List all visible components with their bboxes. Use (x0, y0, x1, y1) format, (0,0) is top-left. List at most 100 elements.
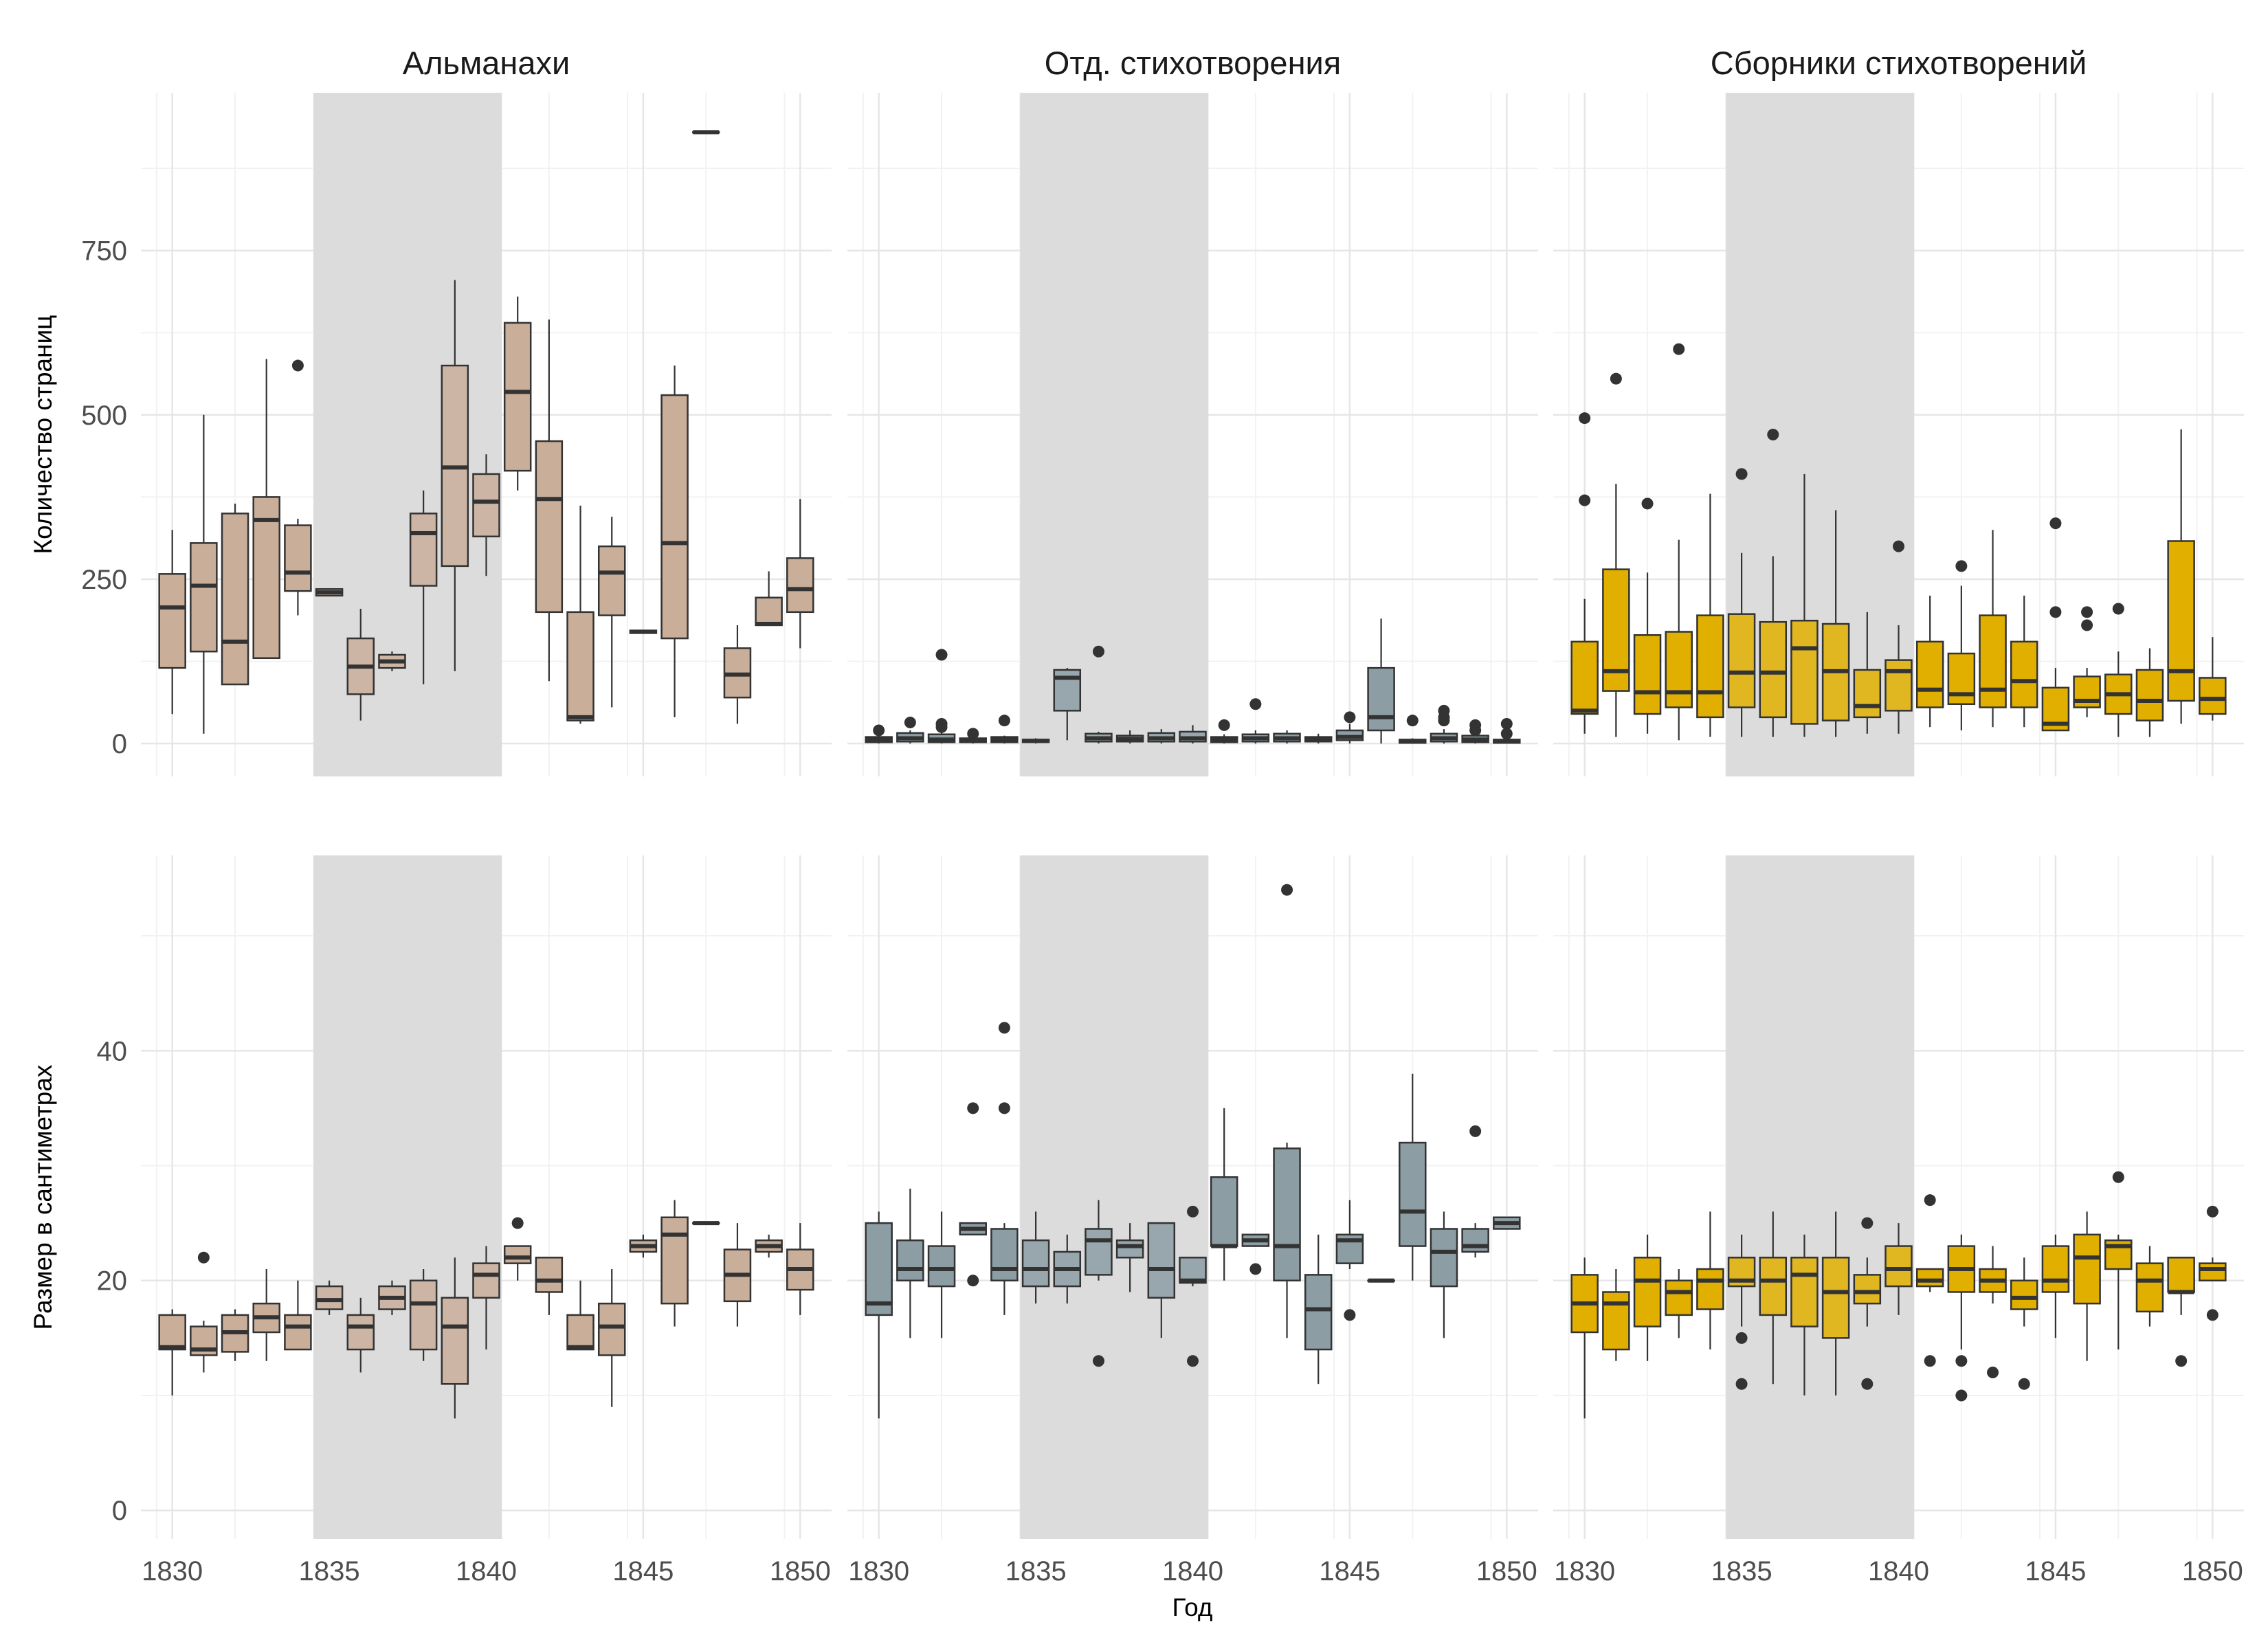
box-1832 (927, 1211, 956, 1338)
box-iqr (1633, 1257, 1662, 1327)
box-1842 (535, 319, 564, 682)
box-iqr (472, 473, 500, 538)
box-1846 (660, 1200, 689, 1327)
box-iqr (158, 573, 186, 669)
outlier-point (873, 724, 885, 737)
box-iqr (346, 1314, 375, 1351)
box-1837 (1085, 645, 1113, 744)
box-1846 (660, 366, 689, 717)
box-1835 (1021, 738, 1050, 744)
outlier-point (1987, 1367, 1999, 1379)
box-1841 (1210, 1108, 1238, 1281)
box-1850 (786, 499, 814, 649)
box-iqr (660, 1216, 689, 1305)
box-1839 (1853, 1217, 1882, 1390)
x-tick-label: 1830 (1554, 1556, 1615, 1586)
box-1845 (629, 1234, 658, 1258)
box-1849 (2167, 1257, 2195, 1367)
box-1841 (1210, 719, 1238, 744)
box-1839 (1147, 1222, 1176, 1338)
box-iqr (1790, 1257, 1819, 1327)
box-1842 (1947, 1234, 1976, 1402)
box-1831 (190, 1251, 218, 1373)
box-iqr (1821, 1257, 1850, 1339)
box-1850 (2199, 637, 2227, 721)
box-iqr (990, 1228, 1019, 1281)
box-iqr (2167, 1257, 2195, 1293)
box-iqr (1147, 1222, 1176, 1299)
box-1830 (1570, 1257, 1599, 1419)
box-iqr (1115, 1239, 1144, 1259)
box-1843 (1979, 1246, 2007, 1379)
box-1832 (927, 649, 956, 744)
box-1839 (441, 280, 469, 671)
outlier-point (197, 1251, 210, 1264)
box-1847 (1399, 1073, 1427, 1281)
box-1849 (755, 1234, 783, 1258)
box-1834 (284, 359, 312, 616)
box-1834 (1696, 493, 1724, 737)
box-1838 (409, 490, 438, 685)
box-1847 (692, 130, 720, 135)
box-1844 (597, 517, 626, 708)
box-1831 (1602, 1269, 1630, 1361)
y-tick-label: 500 (81, 401, 127, 431)
x-tick-label: 1835 (299, 1556, 360, 1586)
box-iqr (1885, 1245, 1913, 1288)
box-iqr (1367, 666, 1395, 732)
box-1848 (2135, 1246, 2164, 1327)
highlight-band (1020, 93, 1209, 776)
box-1833 (252, 359, 280, 660)
outlier-point (935, 721, 948, 733)
x-axis-label: Год (1172, 1593, 1213, 1622)
y-axis-label: Размер в сантиметрах (29, 1064, 57, 1330)
box-1838 (1821, 510, 1850, 737)
facet-title: Отд. стихотворения (1045, 45, 1341, 81)
box-1844 (1304, 733, 1333, 744)
box-1850 (786, 1223, 814, 1315)
outlier-point (1249, 698, 1262, 710)
box-iqr (597, 1302, 626, 1356)
y-tick-label: 750 (81, 236, 127, 267)
outlier-point (1500, 728, 1513, 740)
box-1832 (1633, 1234, 1662, 1361)
box-1845 (1335, 1200, 1364, 1321)
box-1847 (2104, 603, 2133, 737)
box-1849 (2167, 429, 2195, 724)
outlier-point (1955, 560, 1968, 572)
box-iqr (2199, 677, 2227, 715)
box-1839 (441, 1257, 469, 1419)
box-1849 (755, 571, 783, 627)
box-1831 (190, 414, 218, 734)
outlier-point (2018, 1378, 2030, 1390)
box-1833 (959, 1102, 987, 1287)
outlier-point (1092, 645, 1104, 658)
box-1850 (2199, 1205, 2227, 1321)
box-iqr (503, 322, 532, 472)
outlier-point (1344, 1309, 1356, 1321)
box-1837 (378, 651, 406, 671)
box-iqr (1602, 1291, 1630, 1351)
box-1846 (2073, 1211, 2101, 1361)
box-1835 (1727, 1234, 1756, 1390)
box-iqr (2073, 1233, 2101, 1305)
box-1838 (1115, 1223, 1144, 1292)
outlier-point (1735, 468, 1748, 480)
box-1840 (1179, 725, 1207, 744)
outlier-point (1469, 1125, 1482, 1137)
box-1844 (2010, 595, 2038, 728)
x-tick-label: 1835 (1005, 1556, 1067, 1586)
box-iqr (896, 1239, 924, 1281)
box-iqr (1947, 652, 1976, 706)
box-1843 (1979, 530, 2007, 728)
outlier-point (1924, 1194, 1936, 1207)
box-iqr (441, 1297, 469, 1385)
box-iqr (1915, 1268, 1944, 1288)
outlier-point (511, 1217, 524, 1229)
box-1836 (1759, 1211, 1788, 1384)
box-iqr (1665, 1279, 1693, 1316)
box-1844 (1304, 1234, 1333, 1384)
box-1837 (1085, 1200, 1113, 1367)
panel-r2-c1: 1830 1835 1840 1845 1850 0 20 40 (97, 855, 832, 1586)
